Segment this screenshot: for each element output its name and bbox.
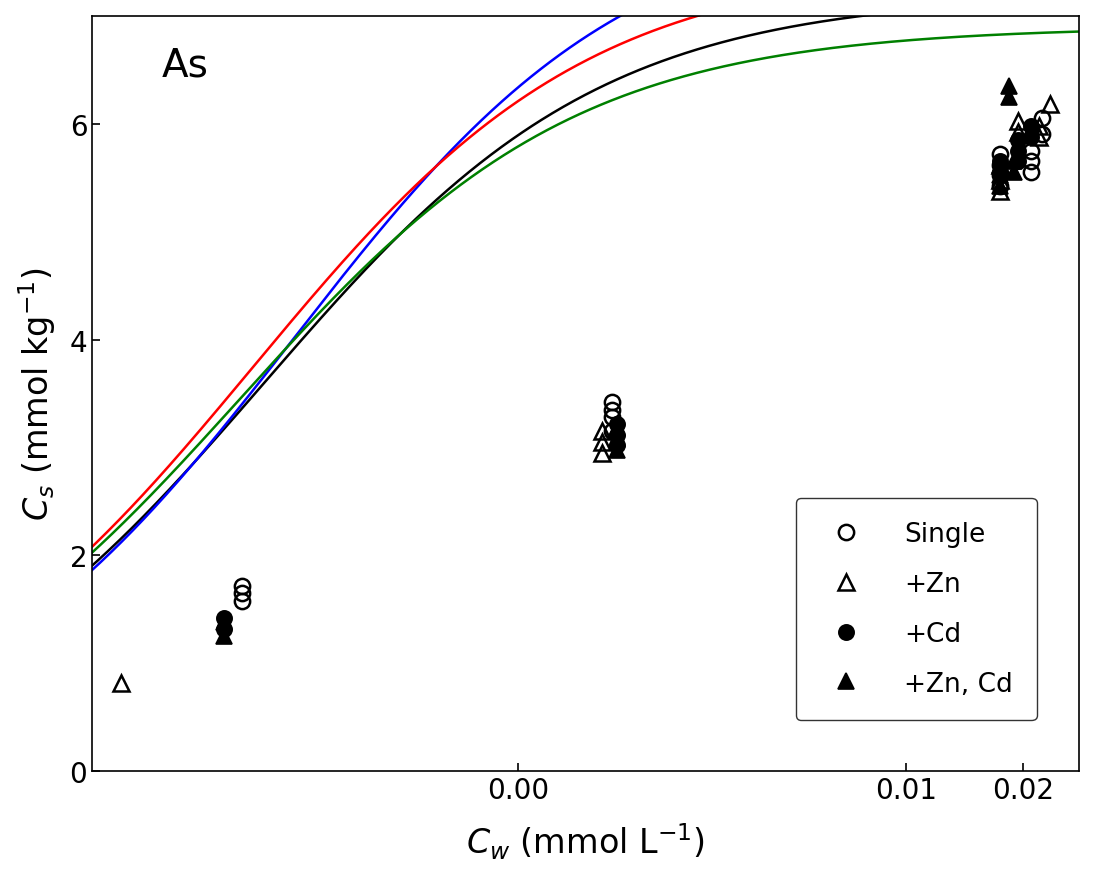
Text: As: As: [161, 47, 208, 85]
X-axis label: $C_w$ (mmol L$^{-1}$): $C_w$ (mmol L$^{-1}$): [467, 821, 705, 861]
Y-axis label: $C_s$ (mmol kg$^{-1}$): $C_s$ (mmol kg$^{-1}$): [16, 267, 58, 521]
Legend: Single, +Zn, +Cd, +Zn, Cd: Single, +Zn, +Cd, +Zn, Cd: [796, 498, 1037, 721]
